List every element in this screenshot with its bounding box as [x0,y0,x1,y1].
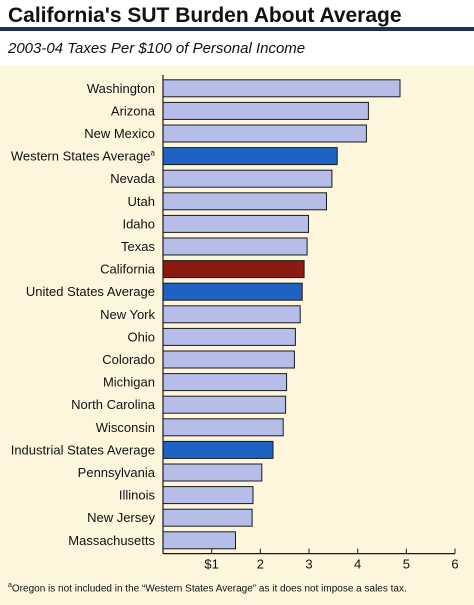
footnote-marker: a [8,582,12,589]
bar-illinois [162,486,254,505]
category-label: Nevada [110,171,156,186]
category-label: Michigan [103,375,155,390]
category-label: Massachusetts [68,533,155,548]
bar-idaho [162,214,309,233]
bar-north-carolina [162,395,287,414]
title-bar: California's SUT Burden About Average [0,0,474,31]
bar-nevada [162,169,333,188]
bar-pennsylvania [162,463,263,482]
footnote: aOregon is not included in the “Western … [8,582,407,594]
category-label: New Jersey [87,510,155,525]
x-tick-label: $1 [204,557,218,572]
bar-industrial-states-average [162,440,274,459]
x-tick-label: 4 [354,557,361,572]
category-label: Arizona [111,103,156,118]
bar-chart: Washington Arizona New Mexico Western State… [11,75,459,572]
x-tick-label: 6 [451,557,458,572]
bar-ohio [162,327,296,346]
category-label: Ohio [128,329,155,344]
category-label: New York [100,307,155,322]
chart-subtitle: 2003-04 Taxes Per $100 of Personal Incom… [8,40,306,57]
bar-utah [162,192,327,211]
category-label: North Carolina [71,397,156,412]
bar-michigan [162,373,288,392]
bar-wisconsin [162,418,284,437]
category-label-superscript: a [151,149,156,158]
bar-arizona [162,101,369,120]
bar-washington [162,79,401,98]
category-label: Industrial States Average [11,442,155,457]
category-label: Utah [128,194,155,209]
bar-texas [162,237,308,256]
category-label: United States Average [26,284,155,299]
category-label: Washington [87,81,155,96]
bar-western-states-average [162,147,338,166]
chart-title: California's SUT Burden About Average [8,4,402,27]
bar-new-mexico [162,124,367,143]
category-label: New Mexico [84,126,155,141]
x-tick-label: 5 [403,557,410,572]
x-tick-label: 3 [305,557,312,572]
footnote-text: Oregon is not included in the “Western S… [11,583,407,595]
x-tick-label: 2 [257,557,264,572]
category-label: Texas [121,239,155,254]
bar-colorado [162,350,295,369]
bar-new-jersey [162,508,253,527]
category-label: Pennsylvania [78,465,156,480]
chart-panel: Washington Arizona New Mexico Western State… [0,66,474,605]
bar-new-york [162,305,301,324]
category-label: Illinois [119,488,156,503]
bar-massachusetts [162,531,236,550]
category-label: California [100,262,156,277]
bar-united-states-average [162,282,303,301]
bar-california [162,260,305,279]
category-label: Western States Averagea [11,149,156,164]
category-label: Wisconsin [96,420,155,435]
category-label: Idaho [122,216,155,231]
category-label: Colorado [102,352,155,367]
